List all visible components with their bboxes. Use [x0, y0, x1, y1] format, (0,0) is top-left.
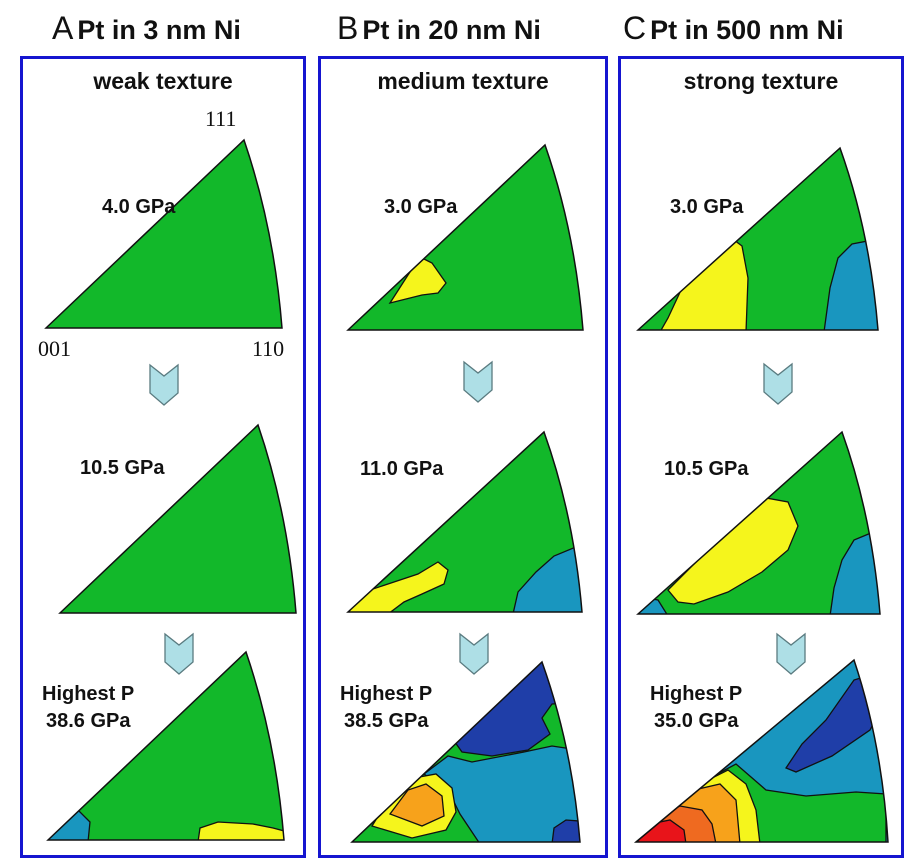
ipf-c-2 [636, 430, 881, 615]
header-a: A Pt in 3 nm Ni [52, 10, 241, 47]
texture-title-c: strong texture [683, 68, 839, 94]
header-a-title: Pt in 3 nm Ni [77, 15, 241, 45]
pressure-b-2: 11.0 GPa [360, 458, 444, 480]
ipf-a-3 [46, 650, 285, 841]
pressure-a-2: 10.5 GPa [80, 457, 165, 479]
ipf-b-2 [346, 430, 583, 613]
header-c: C Pt in 500 nm Ni [623, 10, 844, 47]
pressure-c-3-value: 35.0 GPa [654, 710, 739, 732]
vertex-label-111: 111 [205, 106, 237, 131]
header-b: B Pt in 20 nm Ni [337, 10, 541, 47]
ipf-a-2 [58, 423, 297, 614]
pressure-b-3-value: 38.5 GPa [344, 710, 429, 732]
pressure-a-3-label: Highest P [42, 683, 135, 705]
panel-c-frame [618, 56, 904, 858]
pressure-c-2: 10.5 GPa [664, 458, 749, 480]
ipf-c-1 [636, 146, 879, 331]
down-arrow-c-1 [763, 362, 793, 405]
texture-title-b: medium texture [377, 68, 549, 94]
pressure-b-1: 3.0 GPa [384, 196, 458, 218]
down-arrow-a-1 [149, 363, 179, 406]
down-arrow-c-2 [776, 632, 806, 675]
down-arrow-b-2 [459, 632, 489, 675]
header-b-title: Pt in 20 nm Ni [362, 15, 541, 45]
ipf-c-3 [633, 658, 889, 843]
texture-title-a: weak texture [93, 68, 233, 94]
pressure-a-1: 4.0 GPa [102, 196, 176, 218]
down-arrow-a-2 [164, 632, 194, 675]
header-c-title: Pt in 500 nm Ni [650, 15, 844, 45]
pressure-c-3-label: Highest P [650, 683, 743, 705]
ipf-a-1 [44, 138, 283, 329]
panel-a-frame [20, 56, 306, 858]
panel-b-frame [318, 56, 608, 858]
panel-letter-c: C [623, 10, 647, 46]
ipf-b-3 [350, 660, 581, 843]
vertex-label-110: 110 [252, 336, 285, 361]
pressure-c-1: 3.0 GPa [670, 196, 744, 218]
panel-letter-b: B [337, 10, 359, 46]
vertex-label-001: 001 [38, 336, 71, 361]
pressure-a-3-value: 38.6 GPa [46, 710, 131, 732]
pressure-b-3-label: Highest P [340, 683, 433, 705]
ipf-b-1 [346, 143, 584, 331]
panel-letter-a: A [52, 10, 74, 46]
down-arrow-b-1 [463, 360, 493, 403]
